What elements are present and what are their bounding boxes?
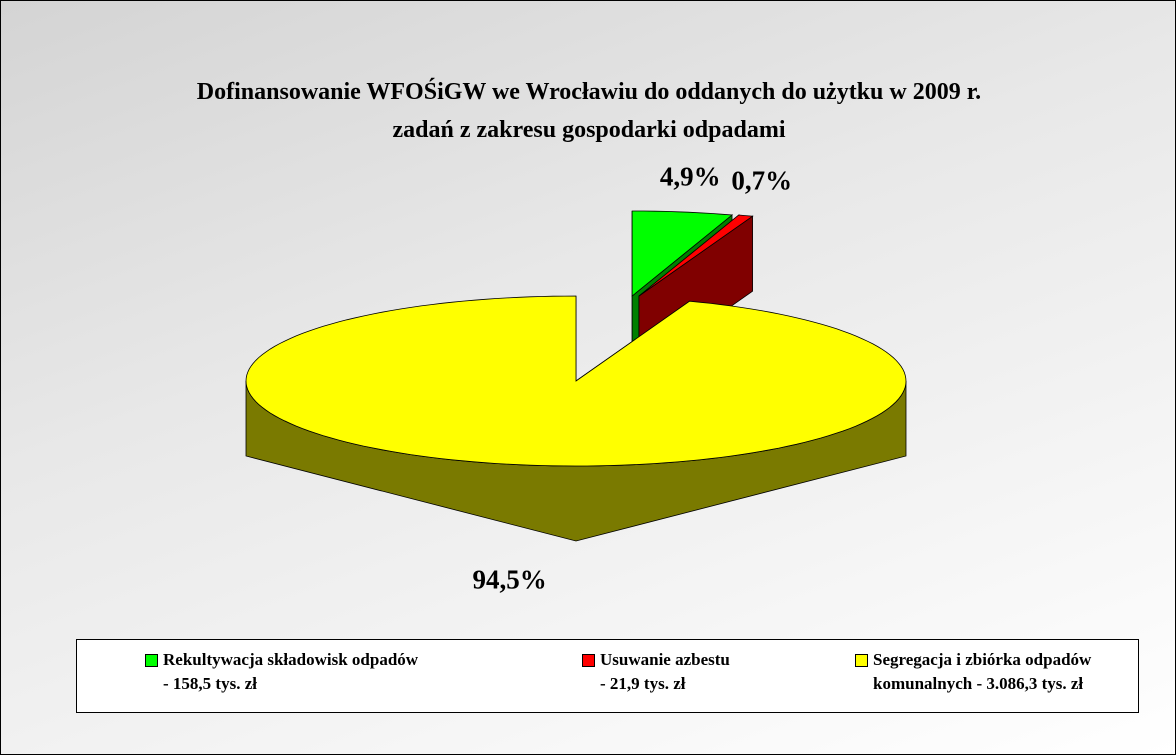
legend-swatch <box>582 654 595 667</box>
slice <box>245 295 907 542</box>
data-label: 94,5% <box>473 564 547 594</box>
legend: Rekultywacja składowisk odpadów - 158,5 … <box>76 639 1139 713</box>
pie-slice <box>631 210 734 297</box>
legend-label: Usuwanie azbestu - 21,9 tys. zł <box>600 650 730 693</box>
legend-label: Segregacja i zbiórka odpadów komunalnych… <box>873 650 1092 693</box>
data-label: 0,7% <box>731 166 792 196</box>
legend-entry: Segregacja i zbiórka odpadów komunalnych… <box>855 648 1091 696</box>
data-label: 4,9% <box>660 162 721 192</box>
pie-slice <box>245 295 907 467</box>
pie-slice <box>638 214 754 297</box>
legend-entry: Usuwanie azbestu - 21,9 tys. zł <box>582 648 730 696</box>
chart-title: Dofinansowanie WFOŚiGW we Wrocławiu do o… <box>196 79 982 143</box>
legend-swatch <box>145 654 158 667</box>
legend-label: Rekultywacja składowisk odpadów - 158,5 … <box>163 650 419 693</box>
legend-swatch <box>855 654 868 667</box>
legend-entry: Rekultywacja składowisk odpadów - 158,5 … <box>145 648 418 696</box>
